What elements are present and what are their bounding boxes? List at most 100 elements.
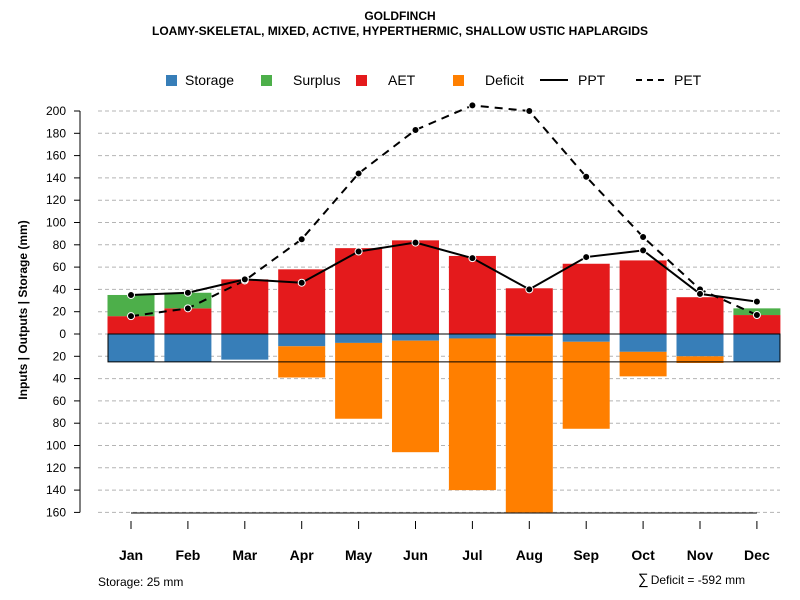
deficit-bar-jul [448,338,496,491]
y-tick-label: 160 [46,149,66,163]
legend-surplus: Surplus [261,71,340,89]
ppt-line [130,241,758,303]
aet-bar-jul [448,255,496,334]
aet-bar-aug [505,288,553,334]
pet-point-jan [127,312,135,321]
ppt-point-sep [582,253,591,262]
legend-storage-swatch [166,74,177,86]
x-tick-label-feb: Feb [175,547,200,563]
x-tick-label-jan: Jan [119,547,143,563]
y-tick-label: 160 [46,505,66,519]
surplus-bar-jan [107,294,155,317]
ppt-point-dec [752,297,761,306]
x-tick-label-dec: Dec [744,547,770,563]
x-tick-label-may: May [345,547,372,563]
x-tick-label-jul: Jul [462,547,482,563]
pet-point-jun [411,125,420,134]
storage-bar-apr [278,334,326,347]
x-tick-label-oct: Oct [631,547,655,563]
pet-point-oct [639,232,648,241]
storage-bar-may [335,334,383,343]
storage-bar-jul [448,334,496,339]
y-tick-label: 200 [46,104,66,118]
ppt-point-apr [297,278,306,287]
y-tick-label: 40 [53,282,67,296]
deficit-bar-nov [676,356,724,363]
x-tick-label-apr: Apr [290,547,315,563]
aet-bar-may [335,248,383,334]
pet-point-dec [752,311,761,320]
ppt-point-nov [696,289,704,298]
legend-ppt-line [540,79,568,82]
deficit-bar-oct [619,351,667,377]
legend-deficit-swatch [453,74,464,86]
y-tick-label: 60 [53,394,67,408]
legend-pet: PET [636,71,701,89]
x-tick-label-sep: Sep [573,547,599,563]
legend-surplus-label: Surplus [293,72,341,88]
legend-pet-label: PET [674,72,702,88]
storage-bar-aug [505,334,553,337]
deficit-bar-sep [562,341,610,429]
storage-bar-dec [733,334,781,362]
legend-aet: AET [356,71,415,89]
storage-bar-jan [107,334,155,362]
y-tick-label: 100 [46,439,66,453]
y-tick-label: 120 [46,461,66,475]
pet-point-apr [297,235,306,244]
storage-bar-nov [676,334,724,357]
deficit-footnote-text: Deficit = -592 mm [650,573,746,587]
legend-aet-label: AET [388,72,416,88]
x-tick-label-aug: Aug [516,547,543,563]
legend-ppt: PPT [540,71,605,89]
y-tick-label: 100 [46,216,66,230]
y-tick-label: 0 [59,327,66,341]
x-tick-label-mar: Mar [232,547,257,563]
y-tick-label: 20 [53,305,67,319]
legend-aet-swatch [356,74,367,86]
ppt-point-may [354,247,363,256]
pet-point-sep [582,172,591,181]
storage-bar-jun [392,334,439,341]
legend-deficit-label: Deficit [485,72,524,88]
y-tick-label: 120 [46,193,66,207]
storage-bar-oct [619,334,667,352]
aet-bar-nov [676,297,724,334]
pet-point-may [354,169,363,178]
deficit-bar-aug [505,336,553,513]
legend-ppt-label: PPT [578,72,606,88]
storage-bar-feb [164,334,212,362]
storage-footnote: Storage: 25 mm [98,575,184,589]
legend-surplus-swatch [261,74,272,86]
legend-pet-line [636,79,664,82]
ppt-point-jul [468,254,477,263]
aet-bar-feb [164,308,212,334]
ppt-point-oct [639,246,648,255]
legend-storage: Storage [166,71,234,89]
chart-title: GOLDFINCH [364,9,436,23]
y-tick-label: 140 [46,483,66,497]
storage-capacity-box [107,333,781,363]
pet-line [130,104,758,318]
y-tick-label: 140 [46,171,66,185]
pet-point-feb [183,304,192,313]
pet-point-aug [525,107,534,115]
y-tick-label: 80 [53,238,67,252]
deficit-footnote: ∑ Deficit = -592 mm [638,571,745,588]
ppt-point-jan [127,290,135,299]
legend-deficit: Deficit [453,71,524,89]
y-axis-label: Inputs | Outputs | Storage (mm) [16,220,30,399]
x-tick-label-jun: Jun [403,547,428,563]
aet-bar-sep [562,263,610,334]
ppt-point-feb [183,288,192,297]
storage-bar-mar [221,334,269,360]
y-tick-label: 40 [53,372,67,386]
chart-subtitle: LOAMY-SKELETAL, MIXED, ACTIVE, HYPERTHER… [151,24,648,38]
legend-storage-label: Storage [185,72,235,88]
aet-bar-jun [392,240,439,334]
y-tick-label: 80 [53,416,67,430]
deficit-bar-jun [392,340,439,453]
sigma-symbol: ∑ [638,571,649,588]
ppt-point-aug [525,285,534,294]
